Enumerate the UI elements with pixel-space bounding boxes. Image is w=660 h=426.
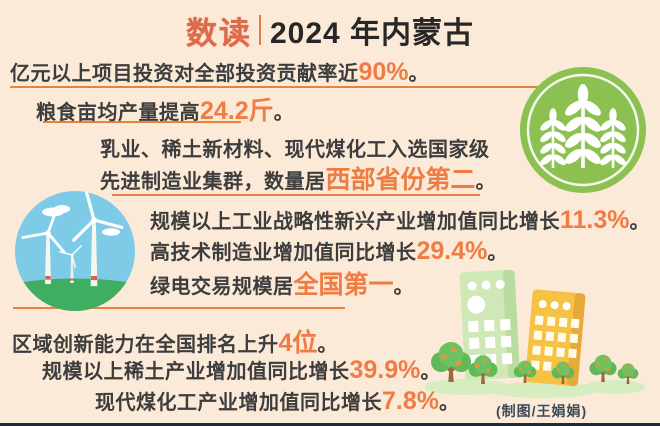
divider-line-4 — [13, 307, 345, 309]
fact-strategic-industry: 规模以上工业战略性新兴产业增加值同比增长11.3%。 — [150, 205, 650, 235]
fact-period: 。 — [629, 211, 651, 233]
divider-line-3 — [112, 194, 480, 196]
fact-period: 。 — [408, 63, 430, 85]
fact-hightech: 高技术制造业增加值同比增长29.4%。 — [150, 236, 508, 266]
divider-line-1 — [10, 86, 570, 88]
fact-text: 高技术制造业增加值同比增长 — [150, 242, 417, 264]
fact-period: 。 — [438, 392, 460, 414]
fact-green-power: 绿电交易规模居全国第一。 — [150, 265, 414, 301]
fact-text: 区域创新能力在全国排名上升 — [12, 334, 279, 356]
bottom-border — [0, 423, 660, 426]
fact-text: 规模以上稀土产业增加值同比增长 — [42, 361, 350, 383]
title-divider — [258, 15, 261, 45]
fact-text: 绿电交易规模居 — [150, 276, 294, 298]
credit-byline: (制图/王娟娟) — [496, 403, 588, 419]
fact-coal-chemical: 现代煤化工产业增加值同比增长7.8%。 — [95, 386, 459, 416]
fact-highlight: 29.4% — [416, 237, 488, 265]
title-main: 2024 年内蒙古 — [269, 17, 475, 50]
fact-text: 先进制造业集群，数量居 — [100, 171, 326, 193]
fact-clusters-line2: 先进制造业集群，数量居西部省份第二。 — [100, 160, 496, 196]
fact-text: 亿元以上项目投资对全部投资贡献率近 — [10, 63, 359, 85]
cloud-icon — [42, 205, 120, 236]
fact-text: 规模以上工业战略性新兴产业增加值同比增长 — [150, 211, 560, 233]
fact-highlight: 4位 — [278, 329, 318, 357]
fact-highlight: 西部省份第二 — [325, 166, 476, 194]
fact-text: 现代煤化工产业增加值同比增长 — [95, 392, 382, 414]
fact-investment: 亿元以上项目投资对全部投资贡献率近90%。 — [10, 57, 429, 87]
fact-period: 。 — [393, 276, 415, 298]
fact-highlight: 7.8% — [382, 387, 439, 415]
page-title: 数读 2024 年内蒙古 — [0, 10, 660, 51]
wind-turbine — [20, 199, 80, 284]
wind-turbine — [58, 236, 91, 283]
divider-line-2 — [43, 121, 241, 123]
yellow-building — [525, 289, 586, 387]
fact-highlight: 24.2斤 — [200, 97, 274, 125]
fact-highlight: 全国第一 — [293, 271, 394, 299]
fact-period: 。 — [317, 334, 338, 356]
fact-clusters-line1: 乳业、稀土新材料、现代煤化工入选国家级 — [100, 133, 490, 162]
fact-text: 粮食亩均产量提高 — [36, 102, 200, 124]
wheat-grain-icon — [520, 67, 646, 193]
title-tag: 数读 — [185, 15, 252, 51]
fact-period: 。 — [273, 102, 295, 124]
city-buildings-illustration — [425, 269, 645, 398]
tree-icon — [589, 354, 617, 382]
fact-period: 。 — [487, 242, 508, 264]
fact-rare-earth: 规模以上稀土产业增加值同比增长39.9%。 — [42, 355, 441, 385]
fact-period: 。 — [420, 361, 441, 383]
green-building — [459, 269, 520, 381]
fact-highlight: 90% — [358, 58, 409, 86]
fact-highlight: 11.3% — [560, 206, 630, 234]
wind-turbines-illustration — [15, 191, 135, 311]
fact-period: 。 — [475, 171, 497, 193]
fact-highlight: 39.9% — [349, 356, 421, 384]
fact-text: 乳业、稀土新材料、现代煤化工入选国家级 — [100, 139, 490, 161]
fact-innovation: 区域创新能力在全国排名上升4位。 — [12, 323, 338, 359]
fact-grain: 粮食亩均产量提高24.2斤。 — [36, 91, 294, 127]
wind-turbine — [60, 191, 125, 287]
